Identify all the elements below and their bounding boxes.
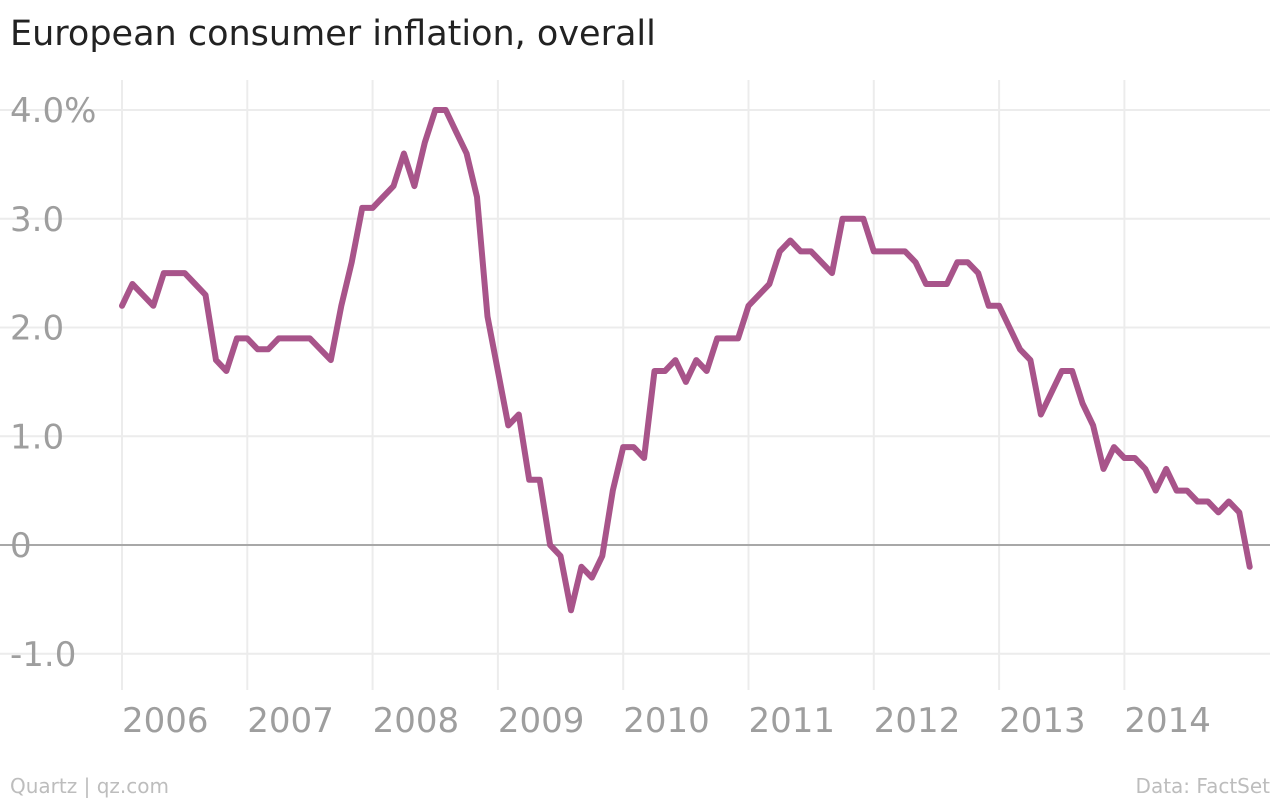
- x-axis-tick-labels: 2006 2007 2008 2009 2010 2011 2012 2013 2014: [122, 701, 1211, 741]
- x-tick-label: 2009: [498, 701, 585, 741]
- x-tick-label: 2010: [623, 701, 710, 741]
- x-tick-label: 2006: [122, 701, 209, 741]
- data-source-text: Data: FactSet: [1135, 774, 1270, 798]
- horizontal-gridlines: [0, 109, 1270, 655]
- x-tick-label: 2011: [749, 701, 836, 741]
- y-tick-label: 0: [10, 526, 32, 566]
- series-lines: [119, 107, 1253, 614]
- chart-title: European consumer inflation, overall: [10, 14, 656, 54]
- vertical-gridlines: [121, 80, 1126, 690]
- y-tick-label: 3.0: [10, 200, 64, 240]
- x-tick-label: 2008: [373, 701, 460, 741]
- y-tick-label: -1.0: [10, 635, 76, 675]
- y-tick-label: 2.0: [10, 309, 64, 349]
- y-axis-tick-labels: 4.0% 3.0 2.0 1.0 0 -1.0: [10, 91, 96, 675]
- y-tick-label: 4.0%: [10, 91, 96, 131]
- x-tick-label: 2013: [999, 701, 1086, 741]
- x-tick-label: 2014: [1124, 701, 1211, 741]
- series-line-0: [119, 107, 1253, 614]
- x-tick-label: 2007: [247, 701, 334, 741]
- y-tick-label: 1.0: [10, 417, 64, 457]
- credit-text: Quartz | qz.com: [10, 774, 169, 798]
- x-tick-label: 2012: [874, 701, 961, 741]
